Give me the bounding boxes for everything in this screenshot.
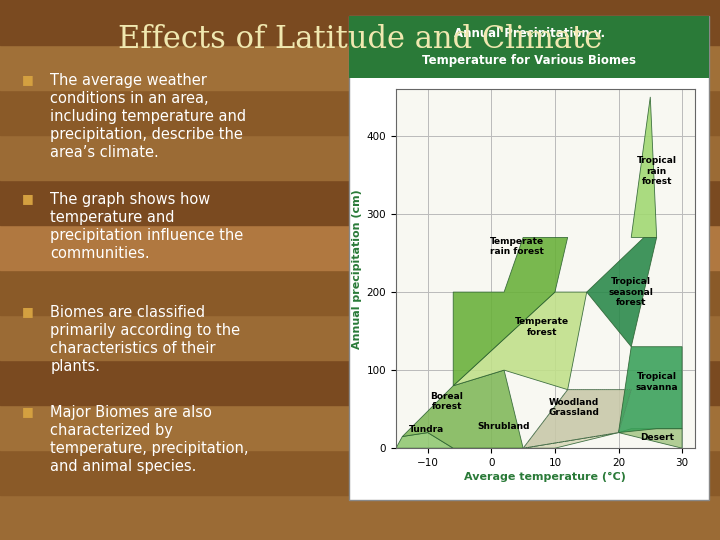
Bar bbox=[349, 16, 709, 500]
Polygon shape bbox=[402, 370, 523, 448]
Bar bbox=[0, 405, 720, 450]
Bar bbox=[0, 450, 720, 495]
Text: ■: ■ bbox=[22, 305, 33, 318]
Polygon shape bbox=[453, 433, 618, 448]
Text: Desert: Desert bbox=[639, 433, 674, 442]
Polygon shape bbox=[631, 97, 657, 238]
Text: Woodland
Grassland: Woodland Grassland bbox=[549, 398, 600, 417]
Bar bbox=[0, 225, 720, 270]
Bar bbox=[0, 45, 720, 90]
Text: ■: ■ bbox=[22, 192, 33, 205]
X-axis label: Average temperature (°C): Average temperature (°C) bbox=[464, 472, 626, 482]
Bar bbox=[349, 16, 709, 78]
Text: Shrubland: Shrubland bbox=[478, 422, 531, 431]
Text: Tropical
rain
forest: Tropical rain forest bbox=[636, 156, 677, 186]
Bar bbox=[0, 270, 720, 315]
Polygon shape bbox=[396, 433, 453, 448]
Bar bbox=[0, 360, 720, 405]
Polygon shape bbox=[618, 347, 682, 433]
Polygon shape bbox=[453, 238, 567, 386]
Bar bbox=[0, 180, 720, 225]
Text: Tropical
savanna: Tropical savanna bbox=[635, 372, 678, 391]
Text: Annual Precipitation v.: Annual Precipitation v. bbox=[454, 27, 605, 40]
Text: Tropical
seasonal
forest: Tropical seasonal forest bbox=[609, 277, 654, 307]
Text: Biomes are classified
primarily according to the
characteristics of their
plants: Biomes are classified primarily accordin… bbox=[50, 305, 240, 374]
Bar bbox=[0, 135, 720, 180]
Bar bbox=[0, 495, 720, 540]
Text: Major Biomes are also
characterized by
temperature, precipitation,
and animal sp: Major Biomes are also characterized by t… bbox=[50, 405, 249, 474]
Text: Temperate
forest: Temperate forest bbox=[515, 318, 570, 337]
Polygon shape bbox=[453, 292, 587, 390]
Text: ■: ■ bbox=[22, 73, 33, 86]
Polygon shape bbox=[523, 390, 631, 448]
Text: The average weather
conditions in an area,
including temperature and
precipitati: The average weather conditions in an are… bbox=[50, 73, 246, 160]
Bar bbox=[0, 90, 720, 135]
Polygon shape bbox=[618, 429, 682, 448]
Y-axis label: Annual precipitation (cm): Annual precipitation (cm) bbox=[353, 189, 362, 348]
Text: Effects of Latitude and Climate: Effects of Latitude and Climate bbox=[118, 24, 602, 55]
Bar bbox=[0, 315, 720, 360]
Polygon shape bbox=[587, 238, 657, 347]
Text: The graph shows how
temperature and
precipitation influence the
communities.: The graph shows how temperature and prec… bbox=[50, 192, 243, 261]
Bar bbox=[0, 0, 720, 45]
Text: Temperature for Various Biomes: Temperature for Various Biomes bbox=[422, 54, 636, 68]
Text: Tundra: Tundra bbox=[409, 425, 444, 434]
Text: Temperate
rain forest: Temperate rain forest bbox=[490, 237, 544, 256]
Text: Boreal
forest: Boreal forest bbox=[431, 392, 463, 411]
Text: ■: ■ bbox=[22, 405, 33, 418]
